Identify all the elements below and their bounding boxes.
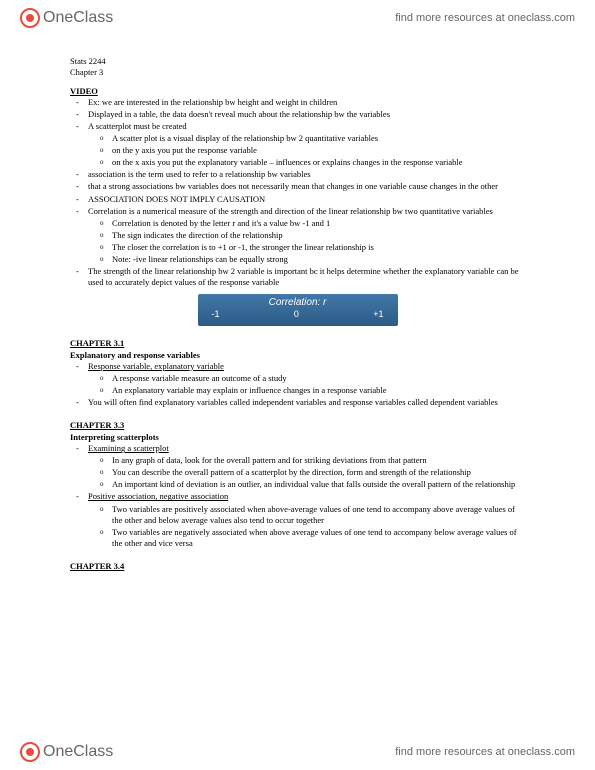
sublist-item: Note: -ive linear relationships can be e…: [112, 254, 525, 265]
page-footer: OneClass find more resources at oneclass…: [0, 734, 595, 770]
header-tagline[interactable]: find more resources at oneclass.com: [395, 12, 575, 24]
corr-mid: 0: [294, 309, 299, 321]
chapter-33-heading: CHAPTER 3.3: [70, 420, 525, 431]
sublist-item: In any graph of data, look for the overa…: [112, 455, 525, 466]
logo-text: OneClass: [43, 9, 113, 27]
sublist-item: Two variables are negatively associated …: [112, 527, 525, 549]
sublist-item: on the y axis you put the response varia…: [112, 145, 525, 156]
list-item: ASSOCIATION DOES NOT IMPLY CAUSATION: [88, 194, 525, 205]
sublist-item: A response variable measure an outcome o…: [112, 373, 525, 384]
list-item: Positive association, negative associati…: [88, 491, 525, 502]
list-item: Correlation is a numerical measure of th…: [88, 206, 525, 217]
list-item: that a strong associations bw variables …: [88, 181, 525, 192]
video-list: Ex: we are interested in the relationshi…: [70, 97, 525, 288]
chapter-31-heading: CHAPTER 3.1: [70, 338, 525, 349]
chapter-33-subheading: Interpreting scatterplots: [70, 432, 525, 443]
footer-logo[interactable]: OneClass: [20, 742, 113, 762]
list-item: association is the term used to refer to…: [88, 169, 525, 180]
sublist-item: The closer the correlation is to +1 or -…: [112, 242, 525, 253]
list-item: Response variable, explanatory variable: [88, 361, 525, 372]
chapter-31-subheading: Explanatory and response variables: [70, 350, 525, 361]
list-item: The strength of the linear relationship …: [88, 266, 525, 288]
correlation-title: Correlation: r: [198, 294, 398, 309]
logo-icon: [20, 742, 40, 762]
sublist-item: on the x axis you put the explanatory va…: [112, 157, 525, 168]
page-header: OneClass find more resources at oneclass…: [0, 0, 595, 36]
document-content: Stats 2244 Chapter 3 VIDEO Ex: we are in…: [0, 36, 595, 632]
logo-icon: [20, 8, 40, 28]
list-item: Ex: we are interested in the relationshi…: [88, 97, 525, 108]
list-item: A scatterplot must be created: [88, 121, 525, 132]
footer-tagline[interactable]: find more resources at oneclass.com: [395, 746, 575, 758]
sublist-item: Correlation is denoted by the letter r a…: [112, 218, 525, 229]
list-item: Displayed in a table, the data doesn't r…: [88, 109, 525, 120]
footer-logo-text: OneClass: [43, 743, 113, 761]
sublist-item: A scatter plot is a visual display of th…: [112, 133, 525, 144]
list-item: You will often find explanatory variable…: [88, 397, 525, 408]
sublist-item: The sign indicates the direction of the …: [112, 230, 525, 241]
sublist-item: Two variables are positively associated …: [112, 504, 525, 526]
logo[interactable]: OneClass: [20, 8, 113, 28]
sublist-item: An explanatory variable may explain or i…: [112, 385, 525, 396]
sublist-item: An important kind of deviation is an out…: [112, 479, 525, 490]
video-heading: VIDEO: [70, 86, 525, 97]
correlation-diagram: Correlation: r -1 0 +1: [198, 294, 398, 326]
sublist-item: You can describe the overall pattern of …: [112, 467, 525, 478]
corr-right: +1: [373, 309, 383, 321]
chapter-number: Chapter 3: [70, 67, 525, 78]
list-item: Examining a scatterplot: [88, 443, 525, 454]
course-code: Stats 2244: [70, 56, 525, 67]
corr-left: -1: [212, 309, 220, 321]
chapter-34-heading: CHAPTER 3.4: [70, 561, 525, 572]
